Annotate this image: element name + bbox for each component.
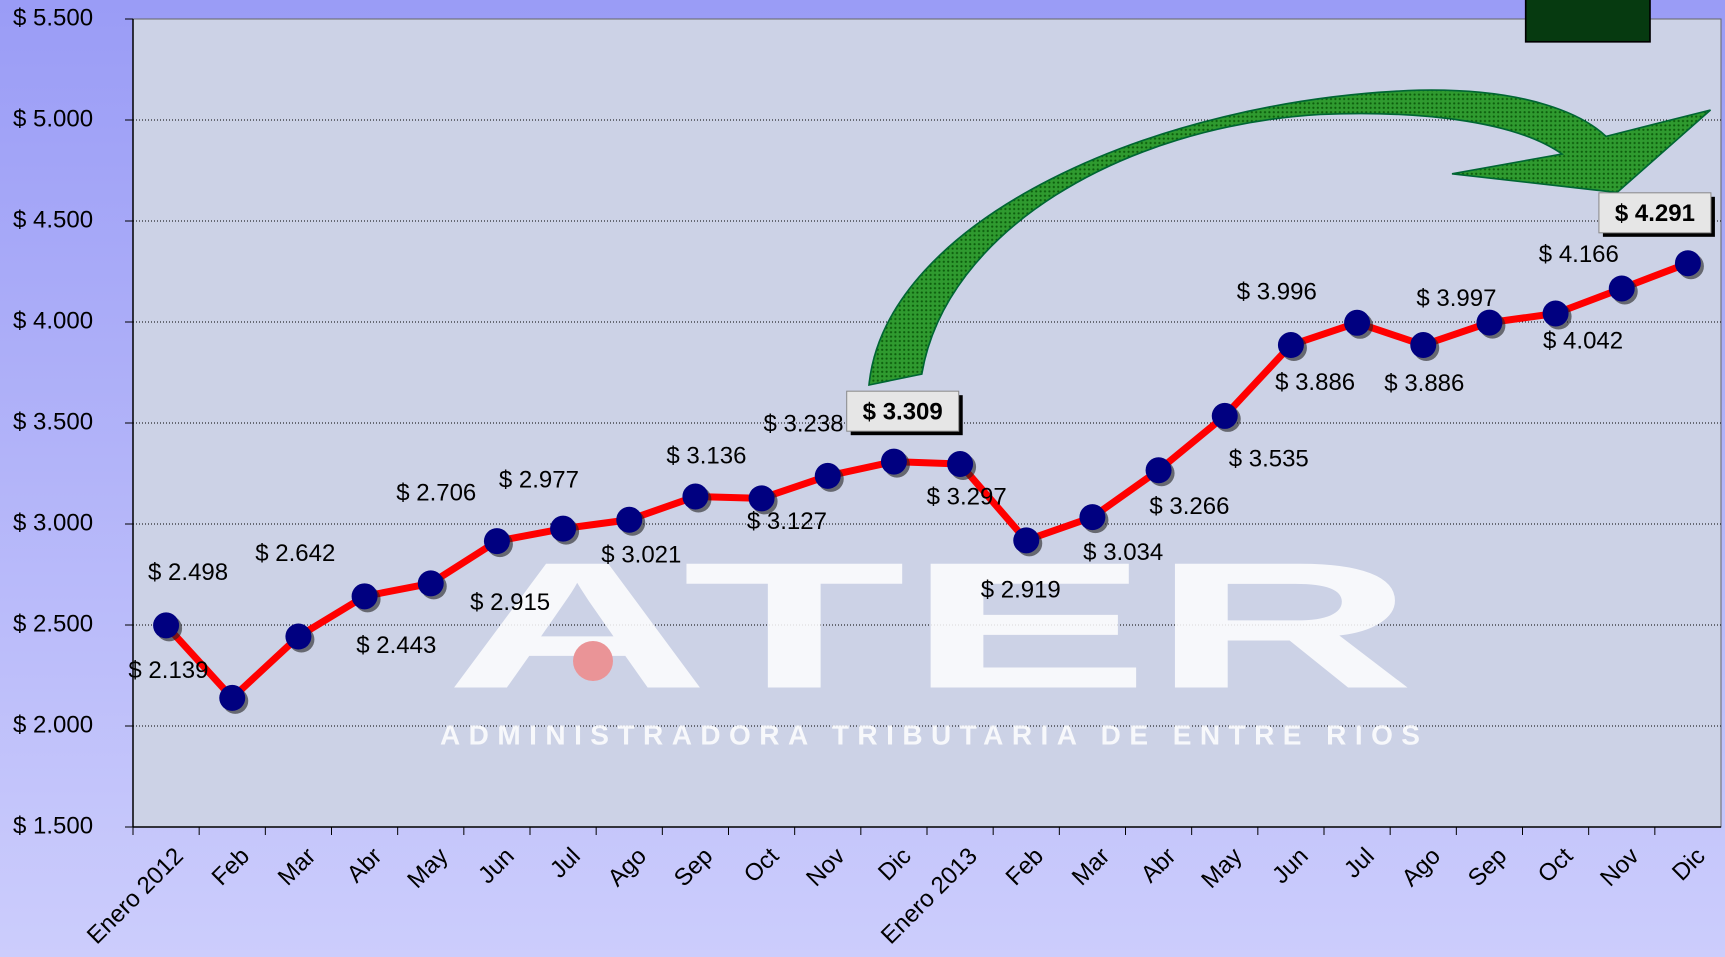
y-tick-label: $ 1.500	[13, 812, 93, 839]
data-label: $ 2.706	[396, 480, 476, 507]
marker	[1013, 527, 1040, 554]
label-box	[846, 390, 960, 432]
data-label: $ 4.166	[1539, 241, 1619, 268]
y-tick-label: $ 3.500	[13, 408, 93, 435]
y-tick-label: $ 2.000	[13, 711, 93, 738]
y-tick-label: $ 4.500	[13, 206, 93, 233]
marker	[748, 485, 775, 512]
marker	[1542, 300, 1569, 327]
marker	[1344, 309, 1371, 336]
data-label: $ 2.919	[981, 576, 1061, 603]
data-label: $ 4.042	[1543, 327, 1623, 354]
marker	[1674, 250, 1701, 277]
marker	[1476, 309, 1503, 336]
marker	[219, 684, 246, 711]
marker	[351, 583, 378, 610]
data-label: $ 3.309	[863, 399, 943, 426]
marker	[153, 612, 180, 639]
label-box	[1598, 192, 1712, 234]
data-label: $ 3.136	[666, 442, 746, 469]
marker	[1211, 402, 1238, 429]
y-tick-label: $ 4.000	[13, 307, 93, 334]
marker	[285, 623, 312, 650]
data-label: $ 2.498	[148, 559, 228, 586]
data-label: $ 2.443	[356, 632, 436, 659]
data-label: $ 3.034	[1083, 539, 1163, 566]
marker	[947, 451, 974, 478]
series-layer: $ 2.498 $ 2.139 $ 2.443 $ 2.642 $ 2.706 $ 2.9…	[128, 192, 1715, 714]
decor-arrow	[868, 0, 1712, 387]
y-tick-label: $ 2.500	[13, 610, 93, 637]
data-label: $ 4.291	[1615, 200, 1695, 227]
grid	[125, 18, 1721, 828]
marker	[1277, 332, 1304, 359]
data-label: $ 2.139	[128, 657, 208, 684]
marker	[483, 528, 510, 555]
data-label: $ 3.886	[1275, 369, 1355, 396]
marker	[1079, 504, 1106, 531]
data-label: $ 2.977	[499, 467, 579, 494]
data-label: $ 3.021	[601, 541, 681, 568]
marker	[880, 448, 907, 475]
marker	[417, 570, 444, 597]
marker	[1145, 457, 1172, 484]
data-label: $ 3.238	[764, 411, 844, 438]
marker	[682, 483, 709, 510]
marker	[550, 515, 577, 542]
marker	[1608, 275, 1635, 302]
data-label: $ 3.886	[1384, 370, 1464, 397]
data-label: $ 3.266	[1149, 493, 1229, 520]
data-label: $ 3.996	[1237, 278, 1317, 305]
y-tick-label: $ 3.000	[13, 509, 93, 536]
data-label: $ 2.642	[255, 540, 335, 567]
watermark: ATER ADMINISTRADORA TRIBUTARIA DE ENTRE …	[440, 526, 1420, 751]
data-label: $ 3.297	[927, 483, 1007, 510]
y-tick-label: $ 5.500	[13, 4, 93, 31]
marker	[616, 506, 643, 533]
data-label: $ 2.915	[470, 589, 550, 616]
data-label: $ 3.127	[747, 508, 827, 535]
y-tick-label: $ 5.000	[13, 105, 93, 132]
marker	[814, 462, 841, 489]
marker	[1410, 332, 1437, 359]
data-label: $ 3.997	[1416, 285, 1496, 312]
watermark-dot	[573, 641, 613, 681]
watermark-title: ATER	[445, 526, 1415, 727]
data-label: $ 3.535	[1229, 445, 1309, 472]
